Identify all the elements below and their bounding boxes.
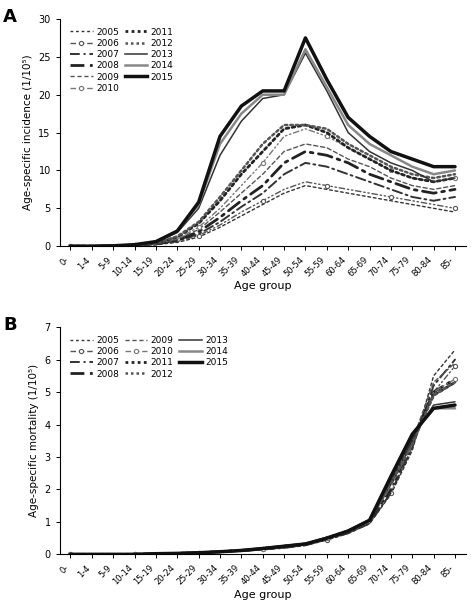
Y-axis label: Age-specific incidence (1/10⁵): Age-specific incidence (1/10⁵) bbox=[23, 55, 33, 210]
Text: A: A bbox=[3, 8, 17, 26]
X-axis label: Age group: Age group bbox=[234, 282, 292, 291]
Y-axis label: Age-specific mortality (1/10⁵): Age-specific mortality (1/10⁵) bbox=[29, 364, 39, 517]
Text: B: B bbox=[3, 316, 17, 334]
Legend: 2005, 2006, 2007, 2008, 2009, 2010, 2011, 2012, 2013, 2014, 2015, : 2005, 2006, 2007, 2008, 2009, 2010, 2011… bbox=[68, 26, 175, 95]
X-axis label: Age group: Age group bbox=[234, 590, 292, 599]
Legend: 2005, 2006, 2007, 2008, 2009, 2010, 2011, 2012, 2013, 2014, 2015, : 2005, 2006, 2007, 2008, 2009, 2010, 2011… bbox=[68, 334, 230, 381]
